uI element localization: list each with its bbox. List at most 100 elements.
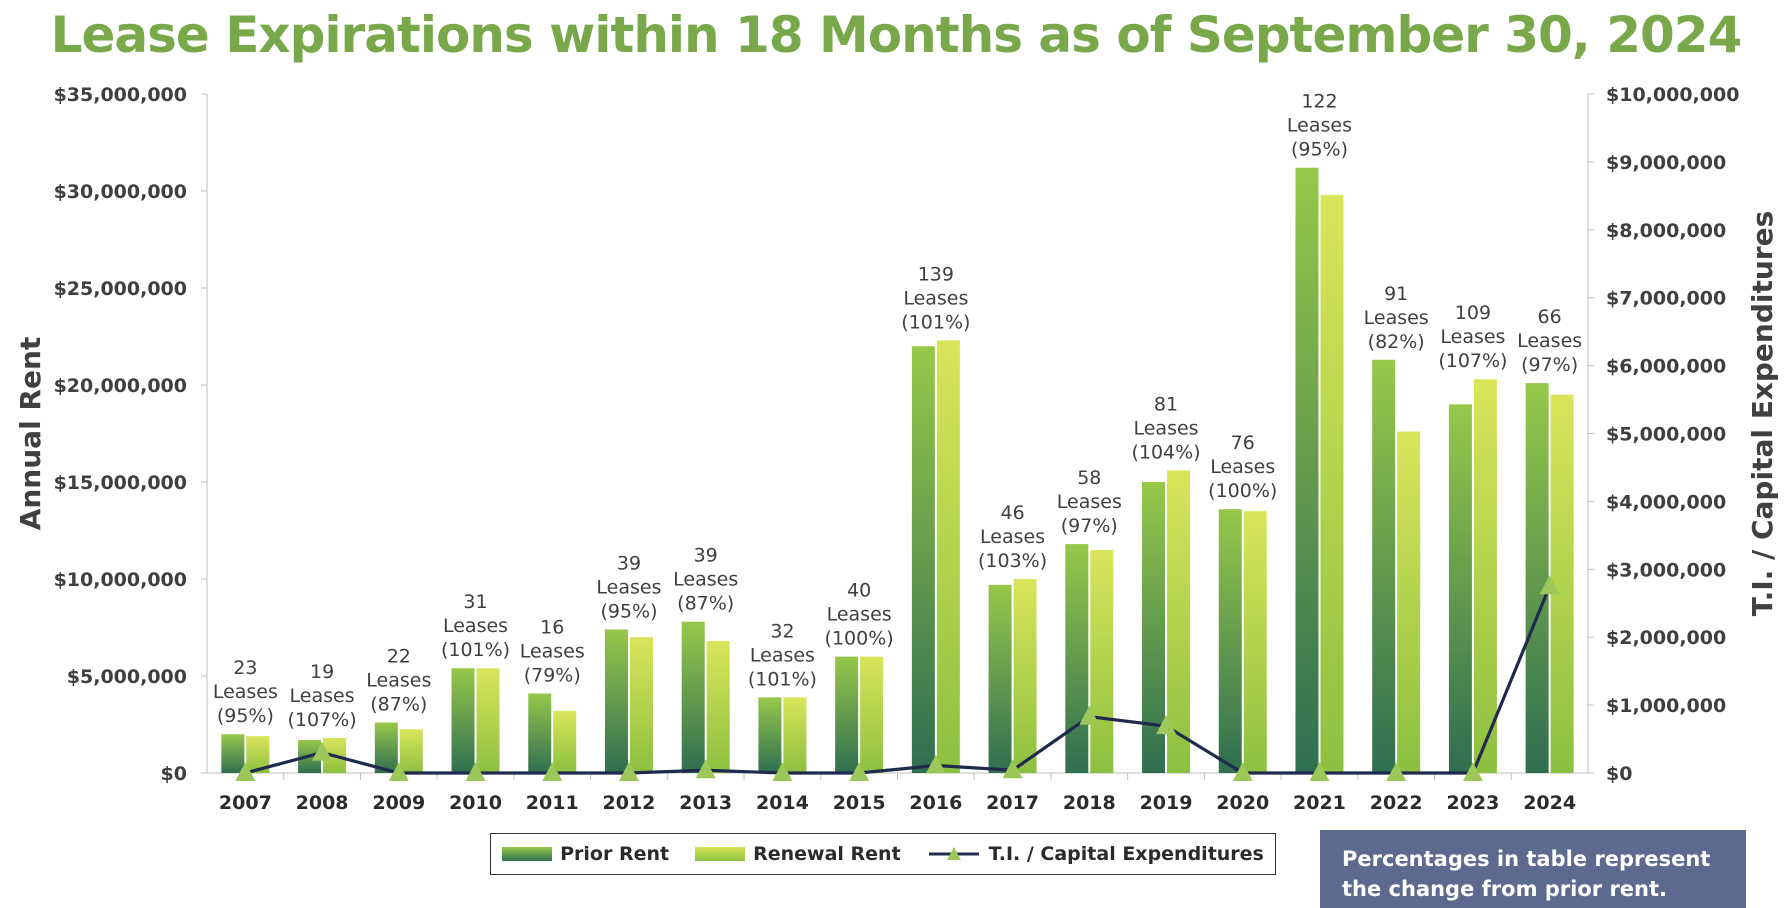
y-right-tick-label: $7,000,000: [1606, 288, 1726, 310]
y-left-tick-label: $25,000,000: [54, 278, 187, 300]
note-line-2: the change from prior rent.: [1342, 877, 1668, 901]
ti-capex-marker: [388, 762, 409, 781]
bar-prior-rent: [911, 346, 935, 773]
x-tick-label: 2019: [1140, 792, 1193, 814]
y-right-tick-label: $8,000,000: [1606, 220, 1726, 242]
bar-renewal-rent: [1243, 511, 1267, 773]
bar-prior-rent: [451, 668, 475, 773]
bar-data-label: Leases: [980, 526, 1045, 548]
x-tick-label: 2015: [833, 792, 886, 814]
ti-capex-marker: [695, 759, 716, 779]
bar-data-label: Leases: [1364, 307, 1429, 329]
bar-data-label: (87%): [677, 593, 734, 615]
legend-item-prior-rent: Prior Rent: [502, 843, 669, 865]
ti-capex-marker: [772, 762, 793, 781]
bar-data-label: (82%): [1368, 331, 1425, 353]
ti-capex-marker: [1232, 762, 1253, 781]
x-tick-label: 2020: [1216, 792, 1269, 814]
bar-prior-rent: [1218, 509, 1242, 773]
bar-data-label: (95%): [1291, 139, 1348, 161]
ti-capex-marker: [1156, 715, 1177, 735]
bar-renewal-rent: [860, 656, 884, 773]
bar-data-label: (97%): [1521, 354, 1578, 376]
bar-data-label: 23: [233, 657, 257, 679]
bar-data-label: Leases: [213, 681, 278, 703]
chart-legend: Prior Rent Renewal Rent T.I. / Capital E…: [490, 833, 1276, 875]
bar-data-label: (95%): [217, 705, 274, 727]
note-line-1: Percentages in table represent: [1342, 847, 1711, 871]
bar-prior-rent: [1065, 544, 1089, 773]
bar-renewal-rent: [1320, 194, 1344, 773]
bar-data-label: (101%): [901, 311, 970, 333]
ti-capex-marker: [542, 762, 563, 781]
bar-data-label: Leases: [443, 615, 508, 637]
bar-data-label: 39: [617, 552, 641, 574]
bar-prior-rent: [758, 697, 782, 773]
ti-line-layer: [235, 575, 1560, 781]
bar-data-label: (101%): [441, 639, 510, 661]
legend-label-renewal-rent: Renewal Rent: [753, 843, 901, 865]
legend-item-renewal-rent: Renewal Rent: [695, 843, 901, 865]
bar-data-label: (107%): [288, 709, 357, 731]
legend-item-ti-capex: T.I. / Capital Expenditures: [927, 843, 1264, 865]
bar-data-label: (103%): [978, 550, 1047, 572]
bar-data-label: 139: [918, 263, 954, 285]
bar-data-label: 109: [1455, 302, 1491, 324]
ti-capex-marker: [1309, 762, 1330, 781]
bar-data-label: (104%): [1131, 441, 1200, 463]
legend-label-ti-capex: T.I. / Capital Expenditures: [988, 843, 1264, 865]
bar-data-label: 39: [694, 545, 718, 567]
bar-data-label: (100%): [825, 628, 894, 650]
bar-prior-rent: [1295, 167, 1319, 774]
bar-data-label: Leases: [520, 640, 585, 662]
bar-data-label: Leases: [750, 644, 815, 666]
bar-prior-rent: [1525, 383, 1549, 773]
bar-data-label: 19: [310, 661, 334, 683]
bar-data-label: 32: [770, 620, 794, 642]
bar-data-label: (97%): [1061, 515, 1118, 537]
x-tick-label: 2009: [372, 792, 425, 814]
bar-prior-rent: [604, 629, 628, 773]
y-left-tick-label: $10,000,000: [54, 569, 187, 591]
bar-data-label: 58: [1077, 467, 1101, 489]
bar-renewal-rent: [476, 668, 500, 773]
legend-swatch-prior-rent: [502, 847, 553, 861]
y-left-tick-label: $15,000,000: [54, 472, 187, 494]
bar-prior-rent: [1372, 359, 1396, 773]
bar-data-label: 76: [1231, 432, 1255, 454]
x-tick-label: 2013: [679, 792, 732, 814]
bar-data-label: Leases: [903, 287, 968, 309]
bar-data-label: Leases: [1057, 491, 1122, 513]
bar-renewal-rent: [1397, 431, 1421, 773]
legend-label-prior-rent: Prior Rent: [560, 843, 670, 865]
x-tick-label: 2017: [986, 792, 1039, 814]
bar-data-label: Leases: [673, 569, 738, 591]
ti-capex-marker: [235, 762, 256, 781]
x-tick-label: 2010: [449, 792, 502, 814]
bar-data-label: 31: [463, 591, 487, 613]
bar-data-label: 91: [1384, 283, 1408, 305]
bar-data-label: 16: [540, 616, 564, 638]
bar-prior-rent: [374, 722, 398, 773]
bar-renewal-rent: [706, 641, 730, 773]
ti-capex-marker: [618, 762, 639, 781]
bar-data-label: Leases: [1133, 417, 1198, 439]
y-right-tick-label: $2,000,000: [1606, 627, 1726, 649]
ti-capex-marker: [1539, 575, 1560, 595]
y-right-tick-label: $0: [1606, 763, 1632, 785]
bar-renewal-rent: [1013, 579, 1037, 773]
bar-renewal-rent: [1550, 394, 1574, 773]
bar-data-label: 40: [847, 580, 871, 602]
bar-prior-rent: [1142, 482, 1166, 773]
x-tick-label: 2008: [296, 792, 349, 814]
bar-data-label: 22: [387, 646, 411, 668]
bar-data-label: Leases: [290, 685, 355, 707]
y-left-tick-label: $35,000,000: [54, 84, 187, 106]
ti-capex-marker: [849, 762, 870, 781]
ti-capex-marker: [1462, 762, 1483, 781]
bar-data-label: (87%): [370, 694, 427, 716]
y-right-tick-label: $4,000,000: [1606, 491, 1726, 513]
ti-capex-marker: [1002, 759, 1023, 779]
bar-data-label: Leases: [366, 670, 431, 692]
